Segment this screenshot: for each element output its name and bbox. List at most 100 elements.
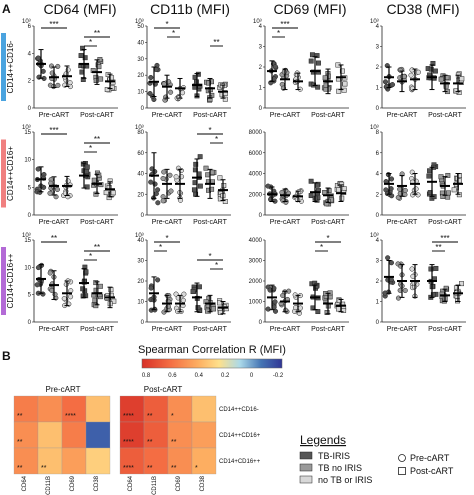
y-multiplier: 10³ [370,233,379,239]
column-title-cd64: CD64 (MFI) [43,1,116,17]
data-point [395,295,402,301]
data-point [219,83,225,89]
data-point [322,190,328,195]
heatmap-cell [85,447,111,475]
data-point [197,183,203,189]
data-point [459,76,465,82]
data-point [167,172,173,178]
panel-label-b: B [2,349,11,363]
heatmap-col-label: CD11B [152,476,158,495]
y-multiplier: 10³ [22,19,31,25]
data-point [308,58,314,64]
data-point [222,96,228,102]
data-point [80,45,86,51]
data-point [111,298,117,304]
heatmap-cell [167,447,193,475]
heatmap-star: ** [17,413,23,420]
data-point [409,67,415,73]
data-point [408,72,414,78]
heatmap-col-label: CD38 [94,475,100,491]
data-point [104,87,110,92]
data-point [339,68,345,74]
data-point [409,266,415,272]
group-label: Pre-cART [270,219,301,226]
y-tick-label: 8 [376,130,380,136]
data-point [93,78,99,83]
y-tick-label: 0 [259,106,263,112]
heatmap-star: **** [123,465,134,472]
data-point [103,190,109,196]
legend-label: TB-IRIS [318,451,350,461]
heatmap-col-label: CD11B [46,476,52,495]
heatmap-cell [61,395,87,423]
data-point [335,306,341,312]
y-tick-label: 10 [24,265,31,271]
significance-label: ** [435,243,441,252]
data-point [190,289,196,295]
scale-tick-label: 0.2 [221,373,230,379]
y-tick-label: 2 [376,279,380,285]
data-point [147,91,153,97]
data-point [168,188,174,194]
heatmap-cell [119,421,145,449]
data-point [451,187,457,193]
group-label: Pre-cART [387,326,418,333]
y-multiplier: 10³ [253,19,262,25]
data-point [179,90,186,96]
data-point [433,265,439,271]
data-point [388,277,394,283]
data-point [47,270,53,276]
heatmap-row-label: CD14+CD16++ [219,459,261,465]
group-label: Post-cART [428,326,462,333]
data-point [191,187,197,193]
legend-label: TB no IRIS [318,463,362,473]
data-point [222,199,228,204]
heatmap-cell [119,395,145,423]
column-title-cd69: CD69 (MFI) [273,1,346,17]
data-point [160,198,166,204]
heatmap-star: **** [123,413,134,420]
heatmap-star: ** [171,439,177,446]
heatmap-col-label: CD69 [70,475,76,491]
heatmap-colorbar [141,358,283,369]
data-point [339,181,345,187]
group-label: Pre-cART [39,326,70,333]
legend-items: TB-IRIS TB no IRIS no TB or IRIS Pre-cART Po… [299,451,454,485]
data-point [173,291,179,297]
data-point [155,277,161,283]
data-point [402,287,408,294]
data-point [339,195,345,201]
data-point [341,87,347,93]
data-point [82,264,88,270]
heatmap-row-label: CD14++CD16- [219,407,259,413]
data-point [415,69,422,75]
heatmap-star: **** [123,439,134,446]
heatmap-col-label: CD64 [22,475,28,491]
data-point [93,303,99,309]
data-point [221,183,227,188]
group-label: Pre-cART [152,219,183,226]
heatmap-col-label: CD38 [200,475,206,491]
data-point [459,281,464,287]
significance-label: * [89,252,92,261]
data-point [427,168,433,174]
y-tick-label: 3 [376,45,380,51]
data-point [426,173,432,179]
group-label: Pre-cART [270,326,301,333]
legend-square [398,467,406,475]
data-point [445,172,451,178]
y-tick-label: 10 [137,90,144,96]
panel-label-a: A [2,2,11,16]
group-label: Pre-cART [270,112,301,119]
y-tick-label: 8000 [249,130,263,136]
heatmap-cell [119,447,145,475]
heatmap-star: ** [171,465,177,472]
y-tick-label: 6 [376,151,380,157]
y-tick-label: 15 [24,238,31,244]
